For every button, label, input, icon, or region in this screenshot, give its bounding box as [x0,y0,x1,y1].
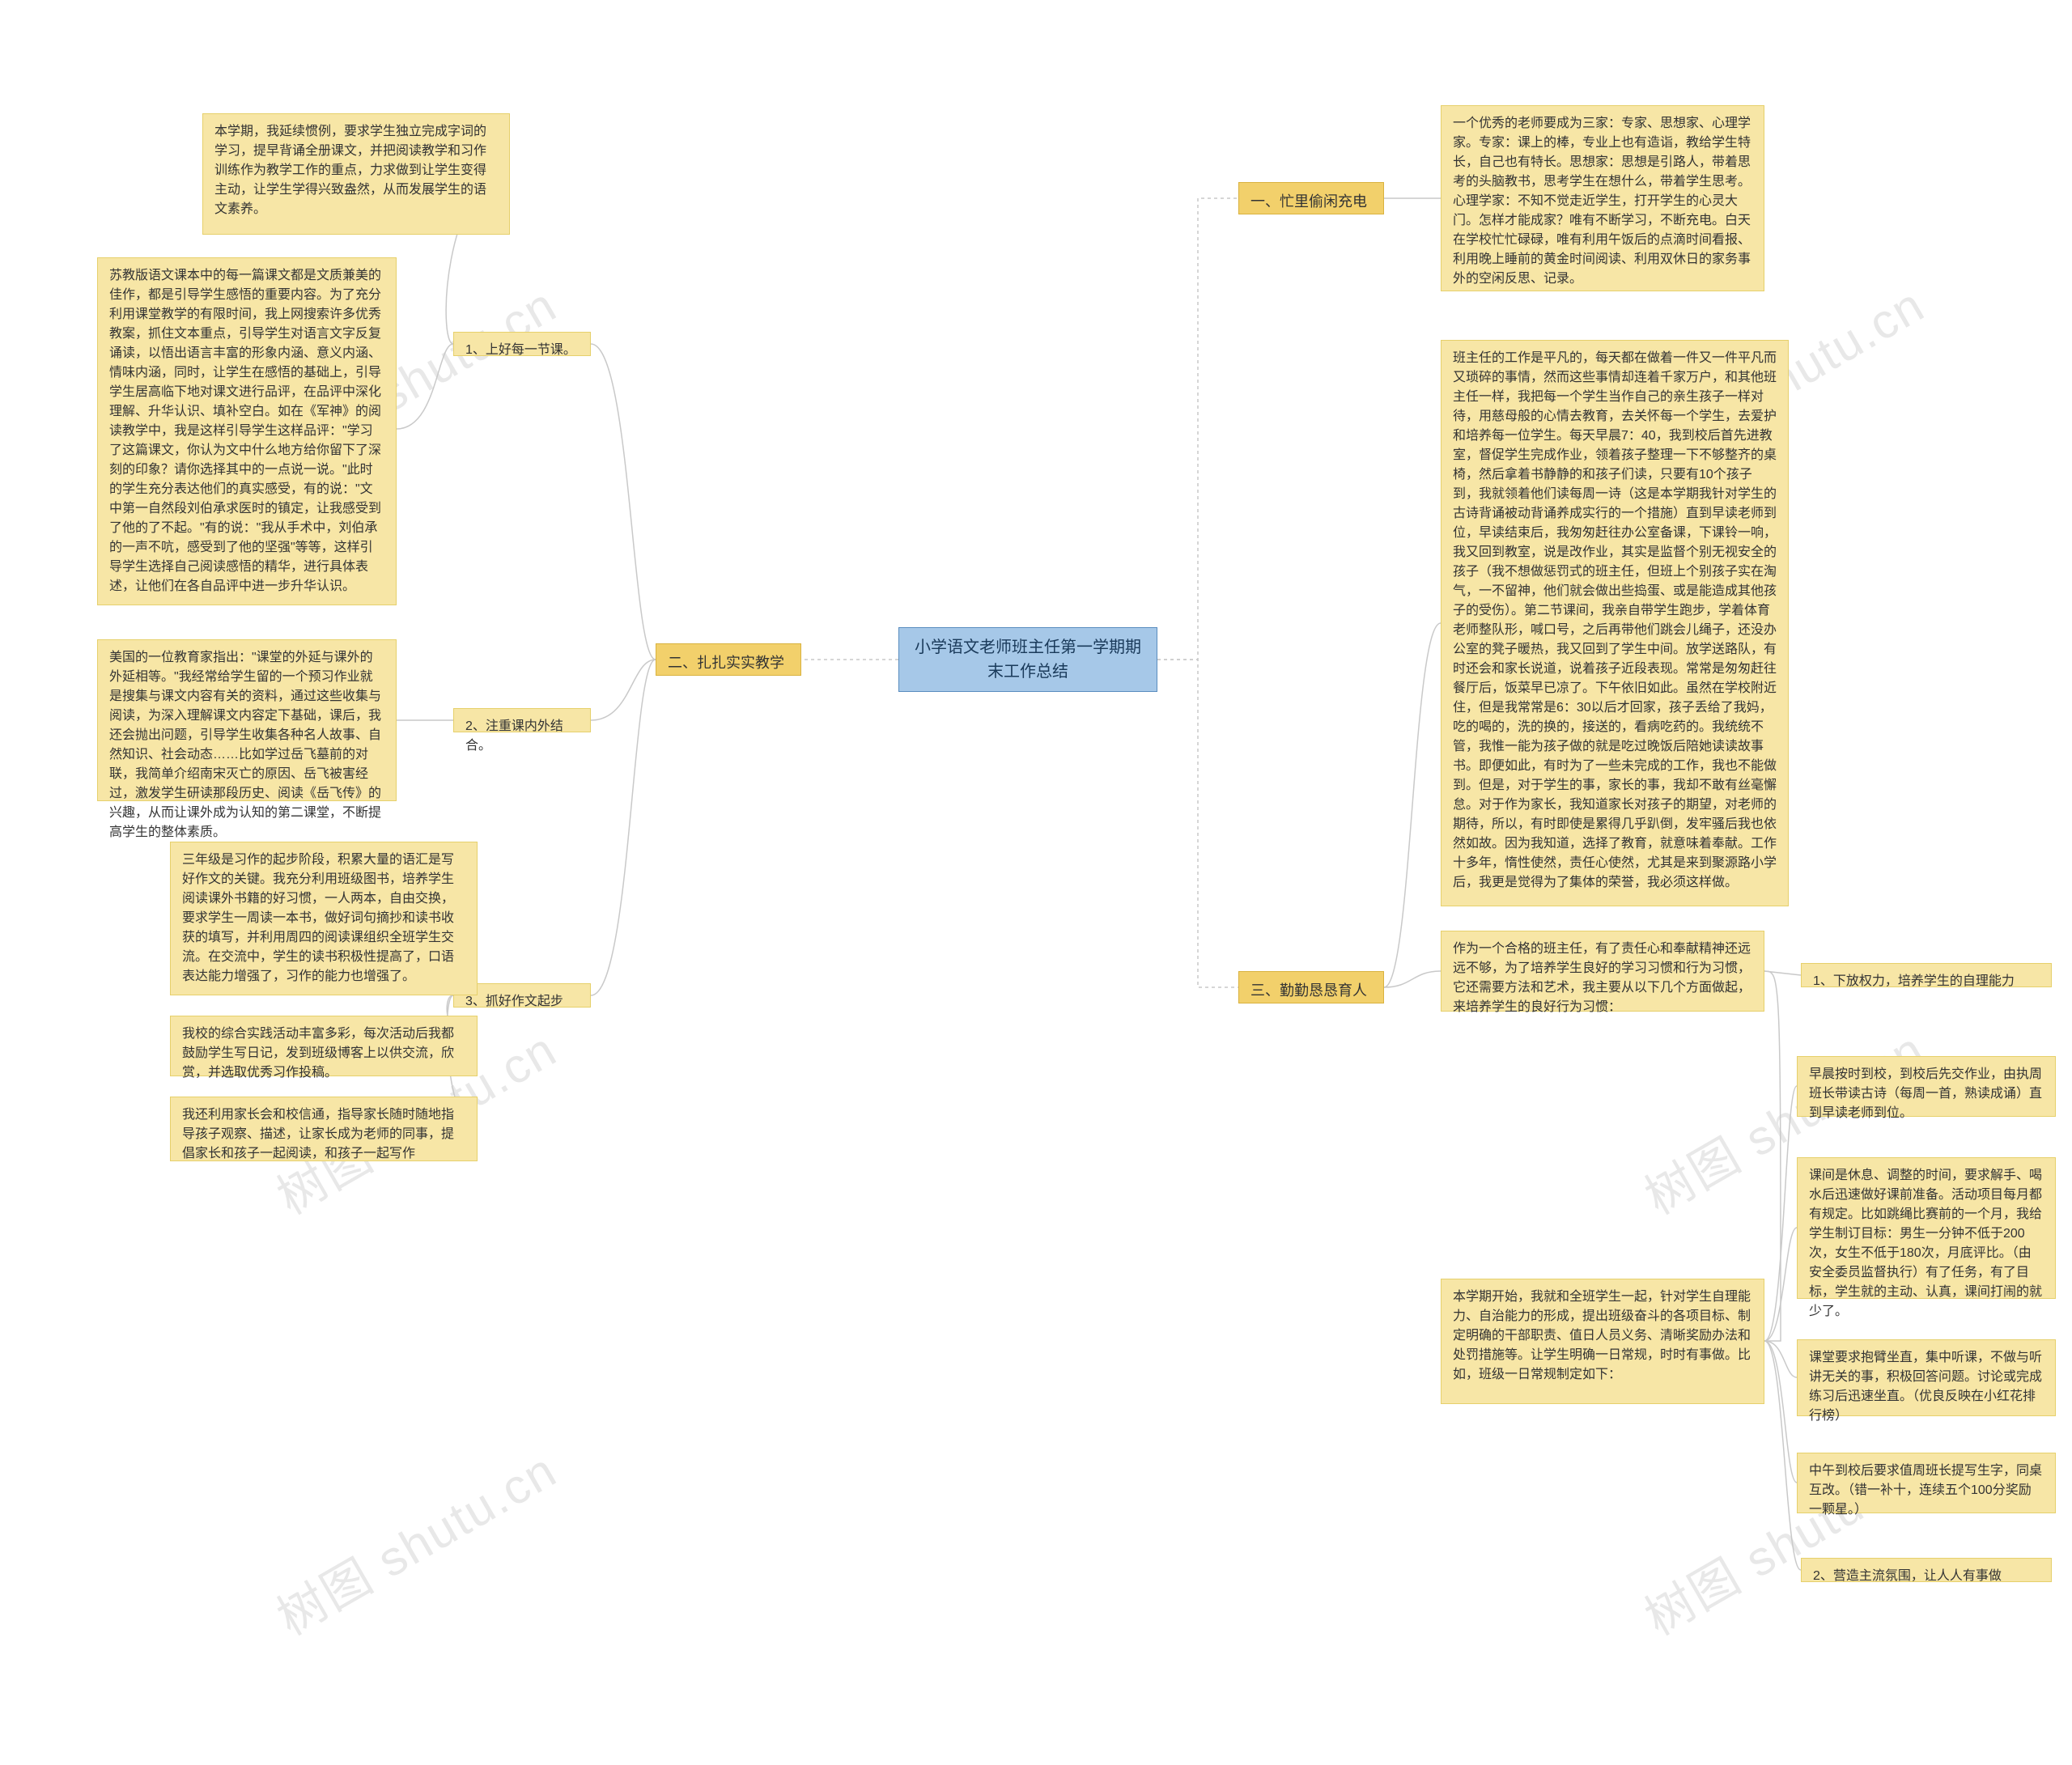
leaf-b1-0: 一个优秀的老师要成为三家：专家、思想家、心理学家。专家：课上的棒，专业上也有造诣… [1441,105,1764,291]
watermark: 树图 shutu.cn [262,1432,567,1648]
leaf-b2-n2-0: 美国的一位教育家指出："课堂的外延与课外的外延相等。"我经常给学生留的一个预习作… [97,639,397,801]
leaf-b3-1: 作为一个合格的班主任，有了责任心和奉献精神还远远不够，为了培养学生良好的学习习惯… [1441,931,1764,1012]
sub-s1[interactable]: 1、下放权力，培养学生的自理能力 [1801,963,2052,987]
branch-teaching[interactable]: 二、扎扎实实教学 [656,643,801,676]
leaf-s1-2: 课堂要求抱臂坐直，集中听课，不做与听讲无关的事，积极回答问题。讨论或完成练习后迅… [1797,1339,2056,1416]
leaf-s1-3: 中午到校后要求值周班长提写生字，同桌互改。（错一补十，连续五个100分奖励一颗星… [1797,1453,2056,1513]
leaf-s1-1: 课间是休息、调整的时间，要求解手、喝水后迅速做好课前准备。活动项目每月都有规定。… [1797,1157,2056,1299]
leaf-b2-n3-2: 我还利用家长会和校信通，指导家长随时随地指导孩子观察、描述，让家长成为老师的同事… [170,1097,478,1161]
leaf-s1-pretext: 本学期开始，我就和全班学生一起，针对学生自理能力、自治能力的形成，提出班级奋斗的… [1441,1279,1764,1404]
leaf-b2-n1-1: 苏教版语文课本中的每一篇课文都是文质兼美的佳作，都是引导学生感悟的重要内容。为了… [97,257,397,605]
leaf-b3-0: 班主任的工作是平凡的，每天都在做着一件又一件平凡而又琐碎的事情，然而这些事情却连… [1441,340,1789,906]
sub-s2[interactable]: 2、营造主流氛围，让人人有事做 [1801,1558,2052,1582]
branch-study[interactable]: 一、忙里偷闲充电 [1238,182,1384,214]
leaf-b2-n1-0: 本学期，我延续惯例，要求学生独立完成字词的学习，提早背诵全册课文，并把阅读教学和… [202,113,510,235]
root-node[interactable]: 小学语文老师班主任第一学期期末工作总结 [898,627,1157,692]
branch-educate[interactable]: 三、勤勤恳恳育人 [1238,971,1384,1003]
node-lesson1[interactable]: 1、上好每一节课。 [453,332,591,356]
leaf-s1-0: 早晨按时到校，到校后先交作业，由执周班长带读古诗（每周一首，熟读成诵）直到早读老… [1797,1056,2056,1117]
leaf-b2-n3-0: 三年级是习作的起步阶段，积累大量的语汇是写好作文的关键。我充分利用班级图书，培养… [170,842,478,995]
node-lesson2[interactable]: 2、注重课内外结合。 [453,708,591,732]
leaf-b2-n3-1: 我校的综合实践活动丰富多彩，每次活动后我都鼓励学生写日记，发到班级博客上以供交流… [170,1016,478,1076]
